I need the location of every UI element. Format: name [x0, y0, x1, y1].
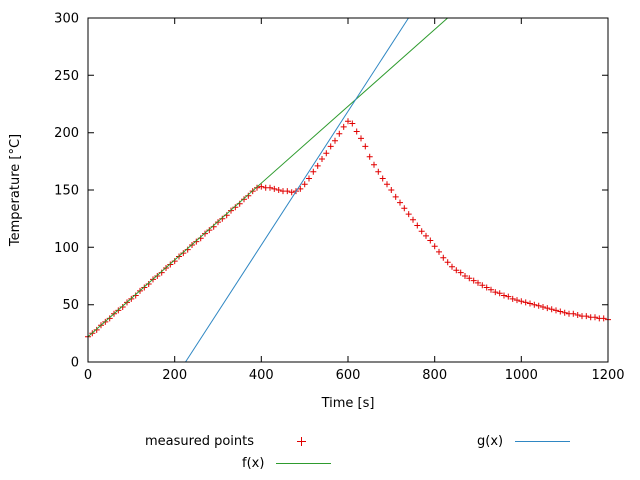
x-tick-label: 800 — [422, 368, 447, 383]
g-line — [185, 17, 409, 363]
x-tick-label: 1200 — [591, 368, 624, 383]
legend-f-function: f(x) — [242, 456, 332, 471]
g-line-sample-icon — [515, 441, 571, 442]
measured-points-markers — [85, 118, 611, 340]
legend-measured-points: measured points — [145, 434, 307, 449]
legend-g-label: g(x) — [477, 434, 504, 449]
plus-marker-icon — [297, 437, 307, 446]
y-tick-label: 300 — [54, 12, 79, 27]
f-line-sample-icon — [276, 463, 332, 464]
x-tick-label: 400 — [249, 368, 274, 383]
legend-g-function: g(x) — [477, 434, 571, 449]
f-line — [87, 17, 448, 338]
y-tick-label: 200 — [54, 126, 79, 141]
y-tick-label: 100 — [54, 241, 79, 256]
legend-measured-label: measured points — [145, 434, 255, 449]
y-tick-label: 150 — [54, 184, 79, 199]
x-axis-title: Time [s] — [321, 396, 375, 411]
plot-border — [87, 17, 609, 363]
legend-f-label: f(x) — [242, 456, 265, 471]
y-axis-title: Temperature [°C] — [8, 133, 23, 247]
y-tick-label: 50 — [62, 298, 79, 313]
x-tick-label: 0 — [84, 368, 92, 383]
x-tick-label: 600 — [336, 368, 361, 383]
x-tick-label: 1000 — [505, 368, 538, 383]
x-tick-label: 200 — [162, 368, 187, 383]
y-tick-label: 250 — [54, 69, 79, 84]
y-tick-label: 0 — [71, 356, 79, 371]
